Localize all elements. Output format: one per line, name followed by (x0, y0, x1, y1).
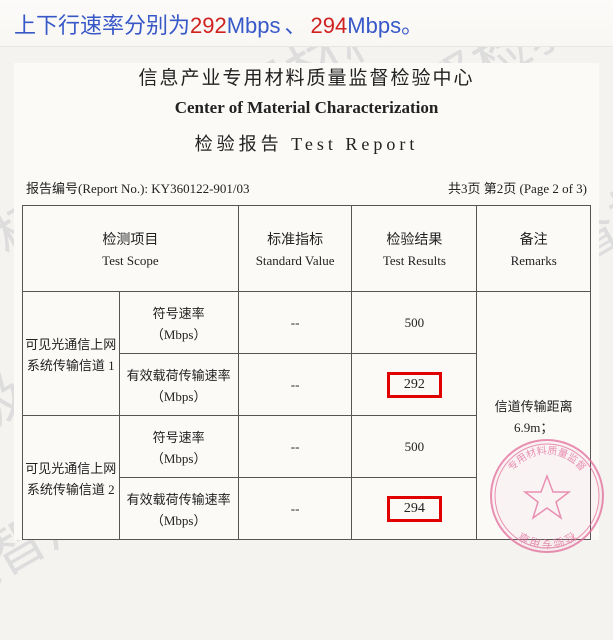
meta-row: 报告编号(Report No.): KY360122-901/03 共3页 第2… (26, 178, 587, 197)
g2r2-item-l2: （Mbps） (122, 510, 236, 529)
table-row: 可见光通信上网 系统传输信道 1 符号速率 （Mbps） -- 500 信道传输… (23, 292, 591, 354)
result-value: 500 (352, 416, 477, 478)
header-remarks-en: Remarks (479, 253, 588, 269)
org-name-en: Center of Material Characterization (14, 98, 599, 118)
header-result-cn: 检验结果 (354, 229, 474, 249)
caption-value1: 292 (190, 13, 227, 39)
header-standard-cn: 标准指标 (241, 229, 350, 249)
caption-value2: 294 (311, 13, 348, 39)
item-name: 符号速率 （Mbps） (119, 416, 238, 478)
g1r1-item-l1: 符号速率 (122, 303, 236, 322)
page-info-cn: 共3页 第2页 (448, 181, 516, 196)
group1-l1: 可见光通信上网 (25, 334, 117, 353)
group-label-1: 可见光通信上网 系统传输信道 1 (23, 292, 120, 416)
result-value-highlighted: 292 (352, 354, 477, 416)
header-remarks-cn: 备注 (479, 229, 588, 249)
header-result-en: Test Results (354, 253, 474, 269)
group-label-2: 可见光通信上网 系统传输信道 2 (23, 416, 120, 540)
report-no-value: KY360122-901/03 (151, 181, 249, 196)
header-result: 检验结果 Test Results (352, 206, 477, 292)
caption-prefix: 上下行速率分别为 (14, 8, 190, 40)
page-info-en: (Page 2 of 3) (516, 181, 587, 196)
header-remarks: 备注 Remarks (477, 206, 591, 292)
report-page: 信息产业专用材料质量监督检验中心 Center of Material Char… (14, 63, 599, 540)
standard-value: -- (238, 292, 352, 354)
header-scope-cn: 检测项目 (25, 229, 236, 249)
caption-suffix: 。 (401, 8, 423, 40)
caption-unit1: Mbps (227, 13, 281, 39)
g2r1-item-l2: （Mbps） (122, 448, 236, 467)
caption-bar: 上下行速率分别为 292 Mbps 、 294 Mbps 。 (0, 0, 613, 47)
caption-separator: 、 (285, 8, 307, 40)
g2r1-item-l1: 符号速率 (122, 427, 236, 446)
standard-value: -- (238, 416, 352, 478)
g2r2-item-l1: 有效载荷传输速率 (122, 489, 236, 508)
item-name: 符号速率 （Mbps） (119, 292, 238, 354)
page-info: 共3页 第2页 (Page 2 of 3) (448, 178, 587, 197)
header-standard: 标准指标 Standard Value (238, 206, 352, 292)
group2-l1: 可见光通信上网 (25, 458, 117, 477)
header-scope: 检测项目 Test Scope (23, 206, 239, 292)
remarks-l2: 6.9m； (479, 417, 588, 436)
result-value-highlighted: 294 (352, 478, 477, 540)
header-scope-en: Test Scope (25, 253, 236, 269)
stamp-icon: 专用材料质量监督 检验专用章 (487, 436, 607, 556)
highlight-box: 294 (387, 496, 442, 522)
item-name: 有效载荷传输速率 （Mbps） (119, 354, 238, 416)
group2-l2: 系统传输信道 2 (25, 479, 117, 498)
table-header-row: 检测项目 Test Scope 标准指标 Standard Value 检验结果… (23, 206, 591, 292)
standard-value: -- (238, 354, 352, 416)
report-title: 检验报告 Test Report (14, 130, 599, 156)
report-number: 报告编号(Report No.): KY360122-901/03 (26, 178, 250, 197)
standard-value: -- (238, 478, 352, 540)
remarks-l1: 信道传输距离 (479, 396, 588, 415)
group1-l2: 系统传输信道 1 (25, 355, 117, 374)
g1r1-item-l2: （Mbps） (122, 324, 236, 343)
item-name: 有效载荷传输速率 （Mbps） (119, 478, 238, 540)
report-no-label: 报告编号(Report No.): (26, 181, 151, 196)
org-name-cn: 信息产业专用材料质量监督检验中心 (14, 63, 599, 90)
caption-unit2: Mbps (347, 13, 401, 39)
g1r2-item-l1: 有效载荷传输速率 (122, 365, 236, 384)
result-value: 500 (352, 292, 477, 354)
highlight-box: 292 (387, 372, 442, 398)
header-standard-en: Standard Value (241, 253, 350, 269)
g1r2-item-l2: （Mbps） (122, 386, 236, 405)
